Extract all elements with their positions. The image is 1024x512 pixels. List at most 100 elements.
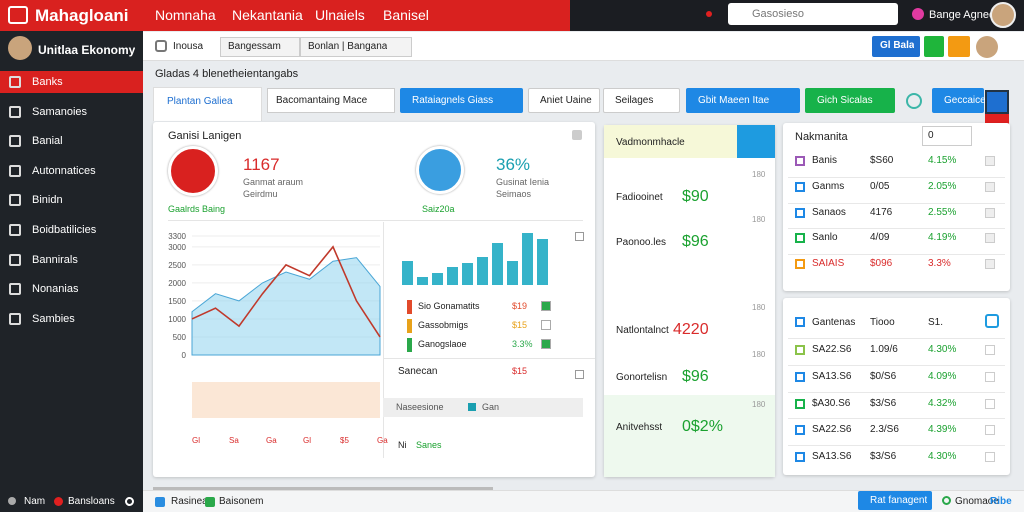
footer-dot xyxy=(54,497,63,506)
sidebar-item[interactable]: Banks xyxy=(32,76,63,88)
tab[interactable] xyxy=(153,87,262,121)
sidebar-item[interactable]: Samanoies xyxy=(32,105,88,118)
kpi-note: Saiz20a xyxy=(422,204,455,214)
button[interactable] xyxy=(805,88,895,113)
row-check[interactable] xyxy=(985,452,995,463)
cell: 4.19% xyxy=(928,232,957,244)
button[interactable] xyxy=(400,88,523,113)
table-head: Tiooo xyxy=(870,317,895,328)
row-check[interactable] xyxy=(985,398,995,409)
legend-check[interactable] xyxy=(541,320,551,330)
row-check[interactable] xyxy=(985,156,995,166)
reports-band xyxy=(604,395,775,477)
button-text: Gl Bala xyxy=(880,40,915,51)
report-value: 0$2% xyxy=(682,418,723,435)
kpi-avatar xyxy=(168,146,218,196)
cell: 2.05% xyxy=(928,180,957,192)
tab-text: Plantan Galiea xyxy=(167,96,233,107)
sidebar-icon xyxy=(9,312,21,325)
checkbox[interactable] xyxy=(575,232,584,241)
row-icon xyxy=(795,259,805,270)
report-side: 180 xyxy=(752,350,766,359)
search-box[interactable] xyxy=(728,3,898,25)
menu-item[interactable]: Nekantania xyxy=(232,7,303,23)
footer-button[interactable] xyxy=(858,491,932,510)
button[interactable] xyxy=(948,36,970,57)
sidebar-icon xyxy=(9,105,21,118)
sidebar-item[interactable]: Binidn xyxy=(32,194,63,207)
button[interactable] xyxy=(686,88,800,113)
cell: 4.15% xyxy=(928,155,957,166)
menu-item[interactable]: Banisel xyxy=(383,7,429,23)
select[interactable] xyxy=(220,37,300,57)
sidebar-item[interactable]: Nonanias xyxy=(32,283,79,296)
select-text: Bacomantaing Mace xyxy=(276,95,368,106)
sidebar-item[interactable]: Bannirals xyxy=(32,253,78,266)
row-check[interactable] xyxy=(985,207,995,218)
footer-item: Bansloans xyxy=(68,496,115,507)
row-check[interactable] xyxy=(985,314,999,328)
legend-check[interactable] xyxy=(541,339,551,349)
toolbar-label: Inousa xyxy=(173,41,204,52)
row-check[interactable] xyxy=(985,233,995,244)
footer-item: Ribe xyxy=(990,496,1012,507)
button[interactable] xyxy=(872,36,920,57)
cell: 4.32% xyxy=(928,397,957,409)
row-check[interactable] xyxy=(985,259,995,270)
icon-button[interactable] xyxy=(906,93,922,109)
row-check[interactable] xyxy=(985,345,995,355)
sidebar-icon xyxy=(9,76,21,88)
sidebar-item[interactable]: Autonnatices xyxy=(32,164,96,177)
legend-value: $19 xyxy=(512,301,528,311)
check-button[interactable] xyxy=(985,90,1009,114)
overview-panel xyxy=(153,122,595,477)
button[interactable] xyxy=(932,88,984,113)
select[interactable] xyxy=(267,88,395,113)
cell: Ganms xyxy=(812,180,845,192)
legend-swatch xyxy=(407,300,412,314)
select[interactable] xyxy=(922,126,972,146)
row-line xyxy=(788,202,1005,204)
report-value: $96 xyxy=(682,368,709,385)
row-check[interactable] xyxy=(985,371,995,382)
menu-item[interactable]: Nomnaha xyxy=(155,7,216,23)
row-icon xyxy=(795,452,805,463)
sidebar-item[interactable]: Banial xyxy=(32,135,63,148)
row-line xyxy=(788,338,1005,339)
cell: SAIAIS xyxy=(812,258,845,270)
cell: SA13.S6 xyxy=(812,451,852,463)
profile-name: Unitlaa Ekonomy xyxy=(38,43,136,57)
cell: SA22.S6 xyxy=(812,344,852,355)
search-text: Gasosieso xyxy=(752,8,804,20)
search-button[interactable] xyxy=(737,125,775,158)
sidebar-item[interactable]: Sambies xyxy=(32,312,75,325)
cell: SA22.S6 xyxy=(812,424,852,436)
button[interactable] xyxy=(924,36,944,57)
divider xyxy=(383,358,595,359)
menu-item[interactable]: Ulnaiels xyxy=(315,7,365,23)
cell: 4/09 xyxy=(870,232,890,244)
select-text: Bonlan | Bangana xyxy=(308,41,388,52)
sidebar-icon xyxy=(9,135,21,148)
select[interactable] xyxy=(300,37,412,57)
row-icon xyxy=(795,345,805,355)
footer-item: Gnomaoe xyxy=(955,496,999,507)
topbar-red xyxy=(0,0,570,31)
cell: 1.09/6 xyxy=(870,344,898,355)
row-icon xyxy=(795,371,805,382)
legend-check[interactable] xyxy=(541,301,551,311)
checkbox[interactable] xyxy=(575,370,584,379)
row-check[interactable] xyxy=(985,181,995,192)
cell: 3.3% xyxy=(928,258,951,270)
footer-right xyxy=(143,490,1024,512)
panel-title: Ganisi Lanigen xyxy=(168,130,242,142)
report-label: Fadiooinet xyxy=(616,192,663,203)
button[interactable] xyxy=(528,88,600,113)
report-side: 180 xyxy=(752,215,766,224)
row-check[interactable] xyxy=(985,425,995,436)
button[interactable] xyxy=(603,88,680,113)
footer-dot xyxy=(125,497,134,506)
cell: 4.09% xyxy=(928,370,957,382)
sidebar-item[interactable]: Boidbatilicies xyxy=(32,224,97,236)
cell: SA13.S6 xyxy=(812,370,852,382)
